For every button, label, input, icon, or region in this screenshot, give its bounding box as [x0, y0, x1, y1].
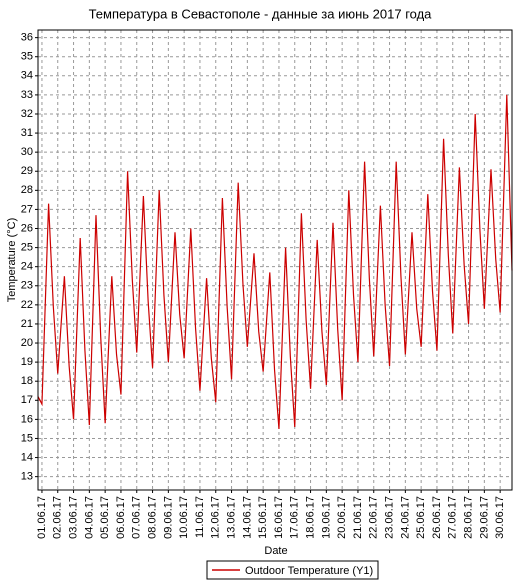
y-tick-label: 28	[21, 184, 33, 196]
y-tick-label: 26	[21, 222, 33, 234]
y-tick-label: 16	[21, 413, 33, 425]
y-tick-label: 19	[21, 356, 33, 368]
x-tick-label: 14.06.17	[241, 496, 253, 539]
y-tick-label: 30	[21, 146, 33, 158]
y-tick-label: 23	[21, 280, 33, 292]
y-tick-label: 22	[21, 299, 33, 311]
x-tick-label: 28.06.17	[462, 496, 474, 539]
y-tick-label: 29	[21, 165, 33, 177]
legend-label: Outdoor Temperature (Y1)	[245, 565, 373, 577]
data-line	[37, 94, 513, 429]
chart-title: Температура в Севастополе - данные за ию…	[89, 6, 433, 21]
x-tick-label: 02.06.17	[52, 496, 64, 539]
x-tick-label: 26.06.17	[431, 496, 443, 539]
x-tick-label: 20.06.17	[336, 496, 348, 539]
y-tick-label: 33	[21, 89, 33, 101]
x-tick-label: 24.06.17	[399, 496, 411, 539]
x-tick-label: 04.06.17	[83, 496, 95, 539]
y-tick-label: 14	[21, 451, 33, 463]
y-tick-label: 27	[21, 203, 33, 215]
x-tick-label: 25.06.17	[415, 496, 427, 539]
x-tick-label: 23.06.17	[383, 496, 395, 539]
x-tick-label: 03.06.17	[67, 496, 79, 539]
x-tick-label: 12.06.17	[210, 496, 222, 539]
y-tick-label: 15	[21, 432, 33, 444]
x-tick-label: 11.06.17	[194, 496, 206, 538]
x-tick-label: 29.06.17	[478, 496, 490, 539]
x-tick-label: 07.06.17	[131, 496, 143, 539]
y-tick-label: 35	[21, 51, 33, 63]
x-axis-label: Date	[264, 545, 287, 557]
y-tick-label: 20	[21, 337, 33, 349]
x-tick-label: 13.06.17	[225, 496, 237, 539]
y-tick-label: 24	[21, 261, 33, 273]
x-tick-label: 27.06.17	[447, 496, 459, 539]
y-tick-label: 21	[21, 318, 33, 330]
legend	[206, 560, 379, 580]
x-tick-label: 08.06.17	[146, 496, 158, 539]
x-tick-label: 22.06.17	[368, 496, 380, 539]
x-tick-label: 01.06.17	[36, 496, 48, 539]
y-tick-label: 13	[21, 471, 33, 483]
x-tick-label: 21.06.17	[352, 496, 364, 539]
x-tick-label: 05.06.17	[99, 496, 111, 539]
y-tick-label: 18	[21, 375, 33, 387]
x-tick-label: 06.06.17	[115, 496, 127, 539]
x-tick-label: 15.06.17	[257, 496, 269, 539]
y-tick-label: 34	[21, 70, 33, 82]
x-tick-label: 10.06.17	[178, 496, 190, 539]
y-tick-label: 36	[21, 32, 33, 44]
y-axis-label: Temperature (°C)	[6, 218, 18, 302]
x-tick-label: 17.06.17	[289, 496, 301, 539]
y-tick-label: 32	[21, 108, 33, 120]
x-tick-label: 09.06.17	[162, 496, 174, 539]
x-tick-label: 19.06.17	[320, 496, 332, 539]
y-tick-label: 31	[21, 127, 33, 139]
plot-frame	[37, 29, 513, 491]
x-tick-label: 16.06.17	[273, 496, 285, 539]
y-tick-label: 17	[21, 394, 33, 406]
x-tick-label: 18.06.17	[304, 496, 316, 539]
x-tick-label: 30.06.17	[494, 496, 506, 539]
y-tick-label: 25	[21, 241, 33, 253]
